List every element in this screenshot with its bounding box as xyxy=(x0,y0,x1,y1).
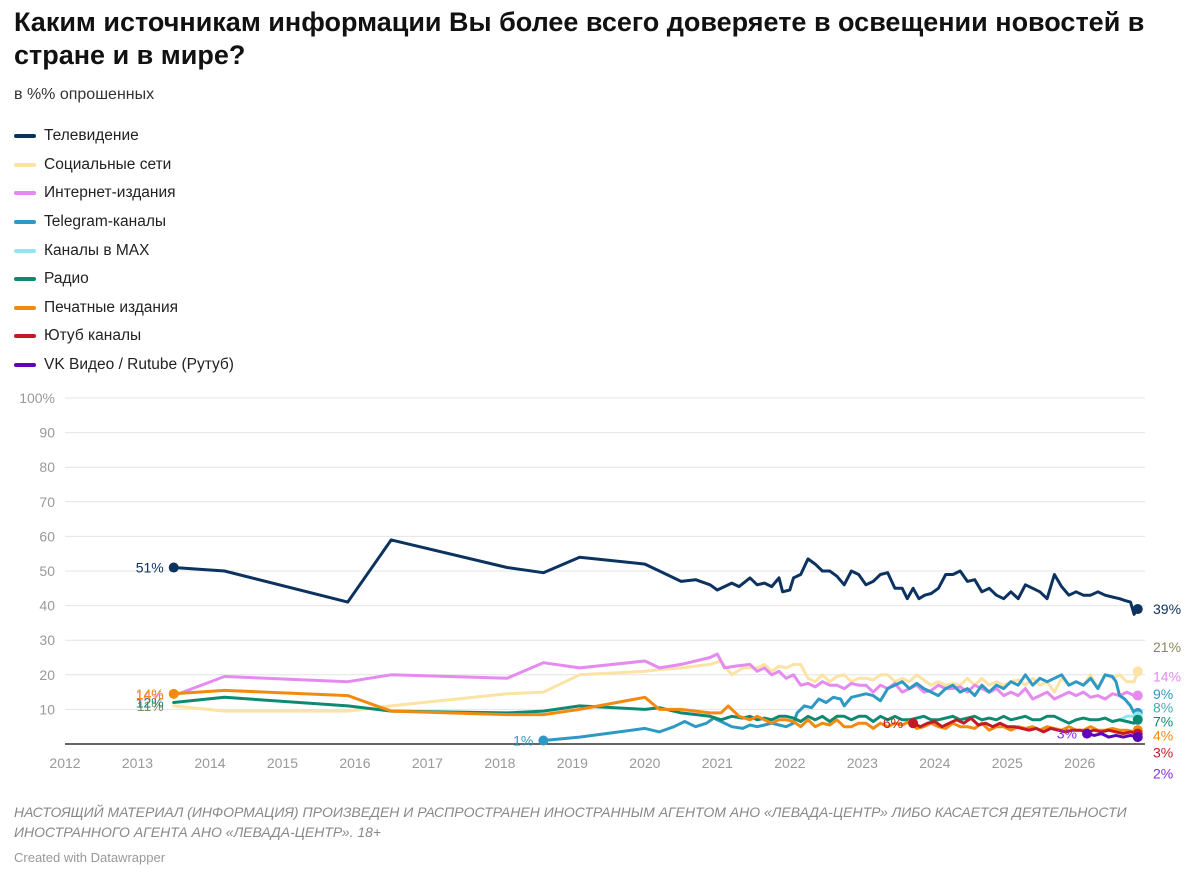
legend-swatch xyxy=(14,334,36,339)
x-tick-label: 2023 xyxy=(847,755,878,771)
series-start-dot xyxy=(538,735,549,746)
y-tick-label: 40 xyxy=(39,598,55,614)
y-tick-label: 10 xyxy=(39,701,55,717)
y-tick-label: 20 xyxy=(39,667,55,683)
y-tick-label: 30 xyxy=(39,632,55,648)
legend-item: Интернет-издания xyxy=(14,179,234,208)
series-end-dot xyxy=(1132,666,1143,677)
series-line xyxy=(172,652,1140,701)
x-tick-label: 2013 xyxy=(122,755,153,771)
legend-label: Ютуб каналы xyxy=(44,327,142,345)
series-line xyxy=(541,673,1140,742)
legend-item: Каналы в MAX xyxy=(14,236,234,265)
legend-swatch xyxy=(14,162,36,167)
series-start-dot xyxy=(908,718,919,729)
legend-swatch xyxy=(14,220,36,225)
x-tick-label: 2021 xyxy=(702,755,733,771)
legend-swatch xyxy=(14,305,36,310)
y-tick-label: 60 xyxy=(39,528,55,544)
series-start-label: 51% xyxy=(136,560,164,576)
x-tick-label: 2014 xyxy=(194,755,225,771)
x-tick-label: 2016 xyxy=(339,755,370,771)
legend-label: Радио xyxy=(44,270,89,288)
chart-title: Каким источникам информации Вы более все… xyxy=(14,7,1145,70)
legend-label: Интернет-издания xyxy=(44,184,176,202)
legend-label: Социальные сети xyxy=(44,155,172,173)
x-tick-label: 2022 xyxy=(774,755,805,771)
legend-item: Социальные сети xyxy=(14,151,234,180)
series-start-label: 1% xyxy=(513,733,533,749)
series-end-label: 7% xyxy=(1153,714,1173,730)
series-start-dot xyxy=(1082,728,1093,739)
series-start-label: 14% xyxy=(136,686,164,702)
x-tick-label: 2020 xyxy=(629,755,660,771)
series-start-dot xyxy=(168,562,179,573)
foreign-agent-notice: НАСТОЯЩИЙ МАТЕРИАЛ (ИНФОРМАЦИЯ) ПРОИЗВЕД… xyxy=(14,804,1127,840)
legend-swatch xyxy=(14,363,36,368)
x-tick-label: 2018 xyxy=(484,755,515,771)
series-end-dot xyxy=(1132,732,1143,743)
x-tick-label: 2026 xyxy=(1064,755,1095,771)
y-tick-label: 80 xyxy=(39,459,55,475)
legend-swatch xyxy=(14,191,36,196)
line-chart: 10 20 30 40 50 60 70 80 90 100% 2012 2013 2014 2015 20… xyxy=(19,390,1181,781)
series-line xyxy=(1085,732,1140,739)
legend-item: Печатные издания xyxy=(14,294,234,323)
chart-legend: Телевидение Социальные сети Интернет-издан… xyxy=(14,122,234,379)
series-end-label: 21% xyxy=(1153,639,1181,655)
series-end-label: 9% xyxy=(1153,686,1173,702)
series-line xyxy=(172,538,1140,616)
legend-label: Печатные издания xyxy=(44,298,179,316)
series-line xyxy=(172,695,1140,725)
series-end-label: 4% xyxy=(1153,727,1173,743)
datawrapper-credit: Created with Datawrapper xyxy=(14,850,166,865)
series-end-dot xyxy=(1132,690,1143,701)
legend-item: Радио xyxy=(14,265,234,294)
series-end-label: 8% xyxy=(1153,700,1173,716)
x-tick-label: 2012 xyxy=(49,755,80,771)
series-end-dot xyxy=(1132,604,1143,615)
series-start-label: 12% xyxy=(136,694,164,710)
legend-label: VK Видео / Rutube (Рутуб) xyxy=(44,356,234,374)
x-tick-label: 2019 xyxy=(557,755,588,771)
series-end-label: 3% xyxy=(1153,745,1173,761)
legend-swatch xyxy=(14,248,36,253)
series-start-label: 11% xyxy=(137,698,164,714)
legend-label: Телевидение xyxy=(44,127,139,145)
series-start-label: 3% xyxy=(1057,726,1077,742)
series-end-label: 14% xyxy=(1153,669,1181,685)
series-end-label: 2% xyxy=(1153,765,1173,781)
y-tick-label: 100% xyxy=(19,390,55,406)
legend-item: Ютуб каналы xyxy=(14,322,234,351)
x-tick-label: 2024 xyxy=(919,755,950,771)
series-end-dot xyxy=(1132,714,1143,725)
legend-label: Каналы в MAX xyxy=(44,241,150,259)
y-tick-label: 50 xyxy=(39,563,55,579)
series-start-label: 14% xyxy=(136,688,164,704)
legend-swatch xyxy=(14,134,36,139)
series-start-label: 6% xyxy=(883,715,903,731)
chart-subtitle: в %% опрошенных xyxy=(14,86,155,103)
x-tick-label: 2025 xyxy=(992,755,1023,771)
series-end-label: 39% xyxy=(1153,601,1181,617)
legend-label: Telegram-каналы xyxy=(44,213,167,231)
legend-swatch xyxy=(14,277,36,282)
legend-item: Telegram-каналы xyxy=(14,208,234,237)
y-tick-label: 70 xyxy=(39,494,55,510)
series-line xyxy=(911,716,1140,736)
y-tick-label: 90 xyxy=(39,425,55,441)
series-start-dot xyxy=(168,688,179,699)
legend-item: VK Видео / Rutube (Рутуб) xyxy=(14,351,234,380)
legend-item: Телевидение xyxy=(14,122,234,151)
x-tick-label: 2015 xyxy=(267,755,298,771)
x-tick-label: 2017 xyxy=(412,755,443,771)
